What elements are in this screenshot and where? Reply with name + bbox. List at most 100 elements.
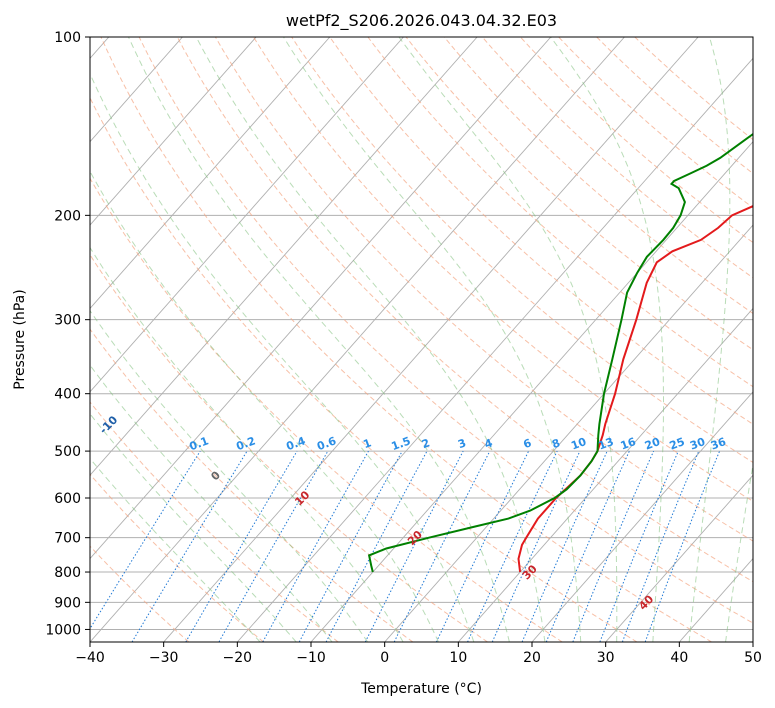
dry-adiabat [214, 37, 753, 542]
mixing-ratio-label: 25 [668, 435, 687, 452]
x-tick-label: −20 [223, 650, 253, 666]
x-tick-label: 0 [380, 650, 389, 666]
mixing-ratio-label: 36 [709, 435, 728, 453]
x-tick-label: 50 [744, 650, 762, 666]
moist-adiabat [90, 413, 297, 642]
moist-adiabat [283, 37, 582, 642]
mixing-ratio-label: 20 [643, 435, 662, 453]
dry-adiabat [634, 37, 753, 141]
moist-adiabat [90, 309, 369, 642]
mixing-ratio-label: 10 [569, 435, 588, 453]
mixing-ratio-line [572, 450, 655, 642]
dry-adiabat-layer [90, 37, 753, 642]
dry-adiabat [90, 96, 638, 642]
moist-adiabat [688, 37, 731, 642]
plot-area [90, 37, 753, 642]
dry-adiabat [520, 37, 753, 244]
moist-adiabat [90, 364, 333, 642]
y-tick-label: 900 [54, 595, 81, 611]
y-tick-label: 400 [54, 387, 81, 403]
moist-adiabat-layer [90, 37, 753, 642]
y-tick-label: 700 [54, 531, 81, 547]
y-tick-label: 300 [54, 313, 81, 329]
mixing-ratio-line [364, 450, 464, 642]
dry-adiabat-label: -10 [97, 413, 120, 436]
mixing-ratio-line [393, 450, 491, 642]
dry-adiabat [138, 37, 753, 624]
isotherm-layer [90, 37, 753, 642]
isotherm-line [384, 224, 753, 642]
isotherm-line [163, 37, 699, 642]
series-layer [367, 132, 753, 573]
moist-adiabat [550, 37, 664, 642]
isotherm-line [90, 37, 257, 226]
dry-adiabat [90, 253, 488, 642]
mixing-ratio-line [298, 450, 403, 642]
dry-adiabat [329, 37, 753, 425]
mixing-ratio-line [545, 450, 630, 642]
x-tick-label: −10 [296, 650, 326, 666]
moist-adiabat [195, 37, 546, 642]
mixing-ratio-line [325, 450, 428, 642]
dry-adiabat [405, 37, 753, 351]
mixing-ratio-label: 1 [361, 436, 373, 451]
dry-adiabat-label: 30 [520, 562, 540, 582]
mixing-ratio-label: 8 [550, 436, 562, 451]
mixing-ratio-line [621, 450, 700, 642]
y-tick-label: 600 [54, 491, 81, 507]
mixing-ratio-label: 0.1 [188, 434, 211, 453]
mixing-ratio-layer [90, 450, 721, 642]
mixing-ratio-label: 3 [456, 436, 468, 451]
sounding-line [367, 132, 753, 573]
isotherm-line [531, 391, 753, 642]
mixing-ratio-line [131, 450, 248, 642]
y-tick-label: 100 [54, 30, 81, 46]
isotherm-line [90, 37, 183, 143]
y-tick-label: 200 [54, 208, 81, 224]
moist-adiabat [90, 457, 261, 642]
mixing-ratio-label: 2 [420, 436, 432, 451]
y-tick-label: 1000 [45, 622, 81, 638]
x-tick-label: −40 [75, 650, 105, 666]
moist-adiabat [725, 462, 753, 642]
plot-frame [89, 36, 754, 643]
moist-adiabat [90, 246, 404, 642]
moist-adiabat [128, 37, 510, 642]
dry-adiabat [253, 37, 753, 502]
x-tick-label: 40 [670, 650, 688, 666]
isotherm-line [457, 307, 753, 642]
isotherm-line [236, 57, 753, 642]
x-ticks: −40 −30 −20 −10 0 10 20 30 40 50 [75, 642, 762, 666]
mixing-ratio-label: 1.5 [390, 434, 413, 453]
x-tick-label: 10 [449, 650, 467, 666]
dry-adiabat [100, 37, 712, 642]
y-axis-label: Pressure (hPa) [12, 289, 28, 389]
mixing-ratio-label: 0.6 [315, 434, 338, 453]
mixing-ratio-label: 0.4 [284, 434, 307, 453]
isotherm-line [90, 37, 404, 393]
isotherm-line [90, 37, 331, 310]
dry-adiabat [481, 37, 753, 279]
isotherm-line [90, 37, 625, 642]
mixing-ratio-line [521, 450, 608, 642]
mixing-ratio-line [491, 450, 581, 642]
mixing-ratio-line [467, 450, 558, 642]
isotherm-line [310, 141, 753, 642]
mixing-ratio-line [218, 450, 329, 642]
mixing-ratio-line [435, 450, 530, 642]
isotherm-line [90, 37, 478, 476]
dry-adiabat-label: 40 [636, 592, 656, 612]
moist-adiabat [90, 72, 475, 642]
y-ticks: 100 200 300 400 500 600 700 800 900 1000 [45, 30, 90, 638]
dry-adiabat [90, 401, 339, 642]
sounding-line [517, 205, 753, 573]
dry-adiabat [443, 37, 753, 315]
dry-adiabat [90, 473, 264, 642]
mixing-ratio-label: 13 [597, 435, 616, 452]
dry-adiabat [176, 37, 753, 583]
dry-adiabat [291, 37, 753, 464]
isotherm-line [678, 557, 753, 642]
isotherm-line [605, 474, 753, 642]
